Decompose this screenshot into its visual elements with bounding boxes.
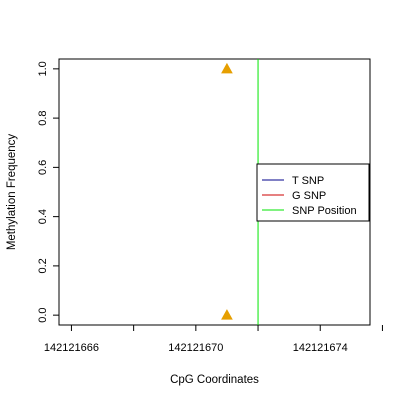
legend-label-2: SNP Position bbox=[292, 205, 357, 217]
x-tick-label-0: 142121666 bbox=[44, 342, 99, 354]
y-tick-label-1: 0.2 bbox=[37, 258, 49, 273]
data-point-0 bbox=[221, 62, 233, 74]
y-tick-label-2: 0.4 bbox=[37, 209, 49, 224]
y-tick-label-3: 0.6 bbox=[37, 160, 49, 175]
x-tick-label-1: 142121670 bbox=[168, 342, 223, 354]
legend: T SNP G SNP SNP Position bbox=[256, 163, 370, 222]
data-point-1 bbox=[221, 309, 233, 320]
y-tick-label-4: 0.8 bbox=[37, 110, 49, 125]
y-axis: 0.0 0.2 0.4 0.6 0.8 1.0 bbox=[37, 61, 59, 323]
legend-label-0: T SNP bbox=[292, 175, 324, 187]
legend-label-1: G SNP bbox=[292, 190, 326, 202]
y-tick-label-0: 0.0 bbox=[37, 307, 49, 322]
y-axis-label: Methylation Frequency bbox=[6, 134, 18, 251]
x-axis: 142121666 142121670 142121674 bbox=[44, 325, 383, 354]
legend-box bbox=[256, 163, 370, 222]
data-marks bbox=[221, 59, 259, 325]
y-tick-label-5: 1.0 bbox=[37, 61, 49, 76]
x-tick-label-2: 142121674 bbox=[293, 342, 348, 354]
x-axis-label: CpG Coordinates bbox=[170, 374, 259, 386]
plot-frame bbox=[58, 58, 371, 326]
